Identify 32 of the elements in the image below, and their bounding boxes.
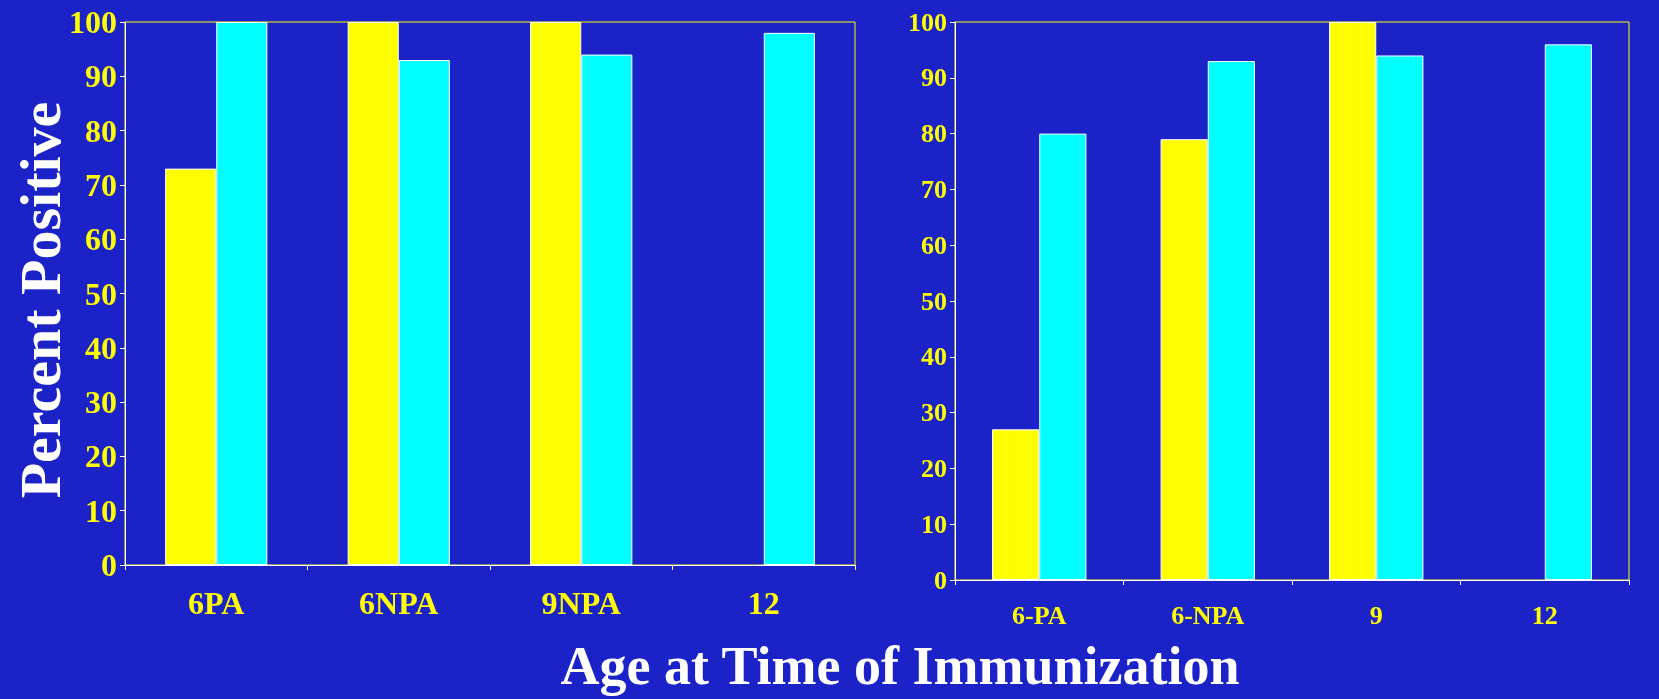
y-tick-label: 80 bbox=[85, 112, 117, 149]
y-tick-label: 40 bbox=[921, 342, 947, 372]
x-tick-label: 9NPA bbox=[541, 585, 621, 621]
y-tick-label: 10 bbox=[85, 492, 117, 529]
y-tick-label: 100 bbox=[69, 4, 117, 40]
y-tick-label: 10 bbox=[921, 509, 947, 539]
y-tick-label: 70 bbox=[85, 166, 117, 203]
y-tick-label: 30 bbox=[85, 384, 117, 421]
x-tick-label: 9 bbox=[1369, 600, 1383, 630]
y-tick-label: 50 bbox=[921, 286, 947, 316]
y-axis-title: Percent Positive bbox=[6, 101, 74, 499]
x-axis-title: Age at Time of Immunization bbox=[559, 636, 1241, 696]
y-tick-label: 90 bbox=[921, 63, 947, 93]
x-tick-label: 6NPA bbox=[359, 585, 439, 621]
x-tick-label: 12 bbox=[1531, 600, 1558, 630]
y-tick-label: 20 bbox=[85, 438, 117, 475]
y-tick-label: 20 bbox=[921, 453, 947, 483]
y-tick-label: 30 bbox=[921, 398, 947, 428]
y-tick-label: 100 bbox=[908, 7, 947, 37]
y-tick-label: 50 bbox=[85, 275, 117, 312]
x-tick-label: 6-NPA bbox=[1171, 600, 1245, 630]
x-tick-label: 6-PA bbox=[1012, 600, 1067, 630]
y-tick-label: 80 bbox=[921, 119, 947, 149]
x-tick-label: 12 bbox=[747, 585, 780, 621]
y-tick-label: 90 bbox=[85, 58, 117, 95]
y-tick-label: 60 bbox=[921, 230, 947, 260]
y-tick-label: 40 bbox=[85, 329, 117, 366]
y-tick-label: 60 bbox=[85, 221, 117, 258]
y-tick-label: 0 bbox=[101, 547, 117, 583]
x-tick-label: 6PA bbox=[188, 585, 245, 621]
y-tick-label: 0 bbox=[934, 565, 947, 595]
y-tick-label: 70 bbox=[921, 174, 947, 204]
